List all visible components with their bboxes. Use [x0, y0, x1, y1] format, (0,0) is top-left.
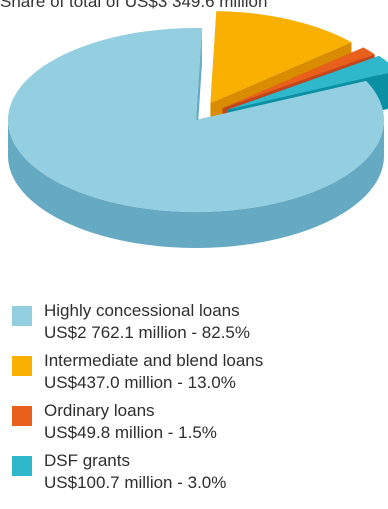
pie-slice-side-highly-concessional [8, 120, 384, 248]
chart-title: Share of total of US$3 349.6 million [0, 0, 268, 11]
legend-swatch [12, 356, 32, 376]
legend-label: Ordinary loans [44, 401, 155, 420]
pie-slice-highly-concessional [7, 28, 385, 213]
legend-swatch [12, 306, 32, 326]
pie-slice-intermediate-blend [210, 11, 352, 104]
legend-label: Intermediate and blend loans [44, 351, 264, 370]
legend-value: US$100.7 million - 3.0% [44, 473, 227, 492]
legend-label: Highly concessional loans [44, 301, 240, 320]
legend-value: US$437.0 million - 13.0% [44, 373, 236, 392]
legend-text: Intermediate and blend loans US$437.0 mi… [44, 350, 263, 394]
legend-swatch [12, 456, 32, 476]
legend-label: DSF grants [44, 451, 130, 470]
legend-text: DSF grants US$100.7 million - 3.0% [44, 450, 226, 494]
pie-chart [7, 11, 388, 248]
legend-text: Highly concessional loans US$2 762.1 mil… [44, 300, 250, 344]
pie-slice-dsf-grants [226, 55, 388, 110]
pie-slice-ordinary [222, 47, 375, 109]
legend-value: US$49.8 million - 1.5% [44, 423, 217, 442]
legend-text: Ordinary loans US$49.8 million - 1.5% [44, 400, 217, 444]
legend-value: US$2 762.1 million - 82.5% [44, 323, 251, 342]
legend-swatch [12, 406, 32, 426]
